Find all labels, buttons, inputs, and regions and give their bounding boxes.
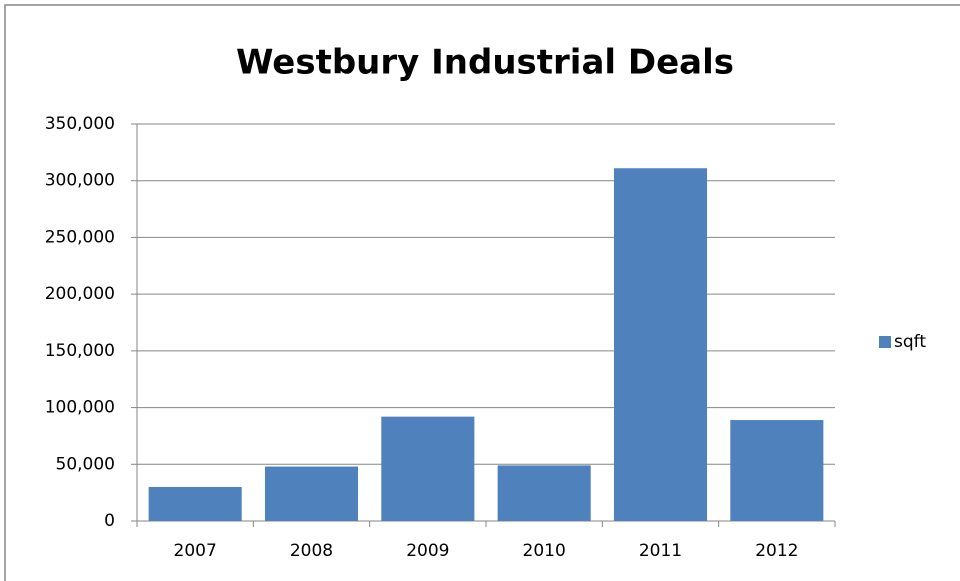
bar	[148, 486, 242, 521]
bar	[497, 465, 591, 521]
y-tick-label: 250,000	[45, 227, 115, 247]
y-tick-label: 100,000	[45, 398, 115, 418]
legend-label: sqft	[894, 332, 926, 352]
y-tick-label: 350,000	[45, 114, 115, 134]
y-tick-label: 200,000	[45, 284, 115, 304]
y-tick-label: 300,000	[45, 171, 115, 191]
y-tick-label: 150,000	[45, 341, 115, 361]
x-tick-label: 2010	[523, 541, 566, 561]
y-tick-label: 50,000	[56, 454, 115, 474]
bar	[381, 416, 475, 521]
x-tick-label: 2011	[639, 541, 682, 561]
bar	[613, 168, 708, 522]
x-tick-label: 2009	[406, 541, 449, 561]
bar	[264, 466, 359, 521]
x-tick-label: 2007	[174, 541, 217, 561]
x-tick-label: 2012	[755, 541, 798, 561]
bar	[730, 420, 824, 521]
y-tick-label: 0	[104, 511, 115, 531]
chart-title: Westbury Industrial Deals	[236, 43, 734, 83]
legend-swatch	[879, 336, 891, 348]
x-tick-label: 2008	[290, 541, 333, 561]
